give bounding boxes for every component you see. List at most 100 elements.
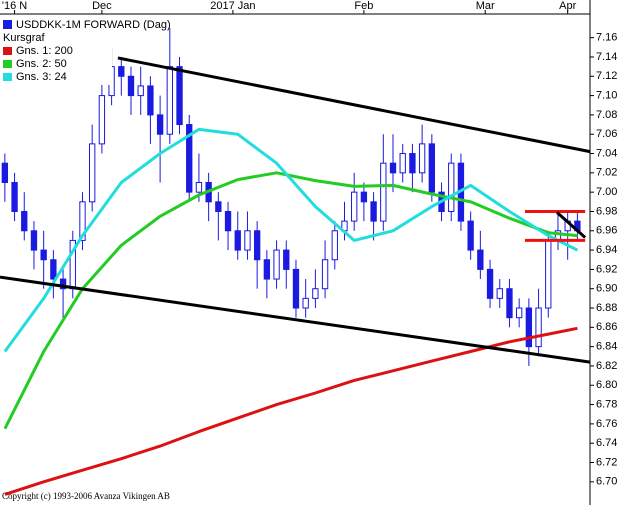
trend-line (117, 56, 591, 154)
legend-swatch (3, 47, 12, 55)
legend-title: Kursgraf (3, 32, 46, 44)
legend-box (0, 17, 112, 85)
x-tick-label: Dec (92, 0, 112, 12)
x-tick-label: Mar (476, 0, 495, 12)
candle-body (215, 201, 222, 212)
y-tick-label: 7.16 (596, 32, 617, 44)
plot-area (0, 28, 591, 496)
candle-body (506, 288, 513, 319)
candle-body (30, 230, 38, 251)
candle-body (89, 143, 96, 203)
candle-body (147, 85, 154, 116)
candle-body (166, 66, 173, 135)
candle-body (273, 249, 280, 280)
candle-body (331, 230, 338, 261)
y-tick-label: 6.72 (596, 456, 617, 468)
candle-body (370, 201, 377, 222)
candle-body (418, 143, 426, 174)
candle-body (302, 297, 309, 309)
candle-body (321, 259, 329, 290)
candle-body (312, 288, 319, 299)
candle-body (525, 307, 533, 348)
y-tick-label: 7.06 (596, 128, 617, 140)
y-tick-label: 6.90 (596, 283, 617, 295)
candle-body (79, 201, 86, 241)
candle-body (351, 191, 358, 222)
candle-body (448, 162, 455, 212)
candle-body (11, 181, 18, 212)
candle-body (253, 230, 261, 261)
y-tick-label: 7.00 (596, 186, 617, 198)
legend-label: Gns. 1: 200 (16, 45, 73, 57)
candle-body (176, 66, 183, 126)
y-tick-label: 6.74 (596, 437, 617, 449)
y-tick-label: 7.12 (596, 70, 617, 82)
y-tick-label: 7.14 (596, 51, 617, 63)
candle-body (59, 278, 67, 290)
y-tick-label: 6.84 (596, 341, 617, 353)
candle-body (389, 162, 397, 174)
y-tick-label: 7.10 (596, 89, 617, 101)
candle-body (545, 239, 552, 309)
y-tick-label: 6.70 (596, 476, 617, 488)
candle-body (283, 249, 290, 270)
legend: USDDKK-1M FORWARD (Dag) Kursgraf Gns. 1:… (0, 17, 171, 85)
y-tick-label: 6.88 (596, 302, 617, 314)
y-tick-label: 7.04 (596, 147, 617, 159)
candle-body (467, 220, 474, 251)
candle-body (224, 210, 232, 232)
candle-body (1, 162, 9, 183)
legend-swatch (3, 20, 12, 29)
y-tick-label: 6.82 (596, 360, 617, 372)
candle-body (186, 124, 193, 193)
candle-body (244, 230, 251, 251)
candle-body (21, 210, 28, 232)
candle-body (292, 268, 300, 309)
candle-body (477, 249, 484, 270)
legend-label: Gns. 3: 24 (16, 71, 67, 83)
y-tick-label: 7.08 (596, 109, 617, 121)
footer: Copyright (c) 1993-2006 Avanza Vikingen … (2, 491, 170, 501)
candle-body (118, 66, 125, 77)
x-tick-label: Apr (559, 0, 576, 12)
x-tick-label: 2017 Jan (210, 0, 255, 12)
candle-body (50, 259, 57, 280)
candle-body (380, 162, 387, 222)
trend-line (556, 211, 587, 239)
candle-body (496, 288, 503, 299)
candle-body (40, 249, 47, 261)
legend-label: Gns. 2: 50 (16, 58, 67, 70)
y-tick-label: 6.92 (596, 263, 617, 275)
candle-body (263, 259, 271, 280)
candle-body (486, 268, 494, 299)
candle-body (137, 85, 144, 97)
legend-swatch (3, 73, 12, 81)
y-tick-label: 6.94 (596, 244, 617, 256)
ma-line (3, 127, 579, 353)
candle-body (515, 307, 523, 319)
x-tick-label: '16 N (2, 0, 27, 12)
candle-body (195, 181, 203, 193)
candle-body (428, 143, 435, 193)
ma-line (3, 171, 578, 430)
y-tick-label: 7.02 (596, 167, 617, 179)
x-tick-label: Feb (354, 0, 373, 12)
y-tick-label: 6.76 (596, 418, 617, 430)
y-tick-label: 6.78 (596, 398, 617, 410)
y-tick-label: 6.98 (596, 205, 617, 217)
y-tick-label: 6.96 (596, 225, 617, 237)
candle-body (360, 191, 368, 203)
y-tick-label: 6.86 (596, 321, 617, 333)
legend-label: USDDKK-1M FORWARD (Dag) (16, 19, 171, 31)
legend-swatch (3, 60, 12, 68)
candle-body (535, 307, 542, 348)
candle-body (156, 114, 164, 135)
candle-body (399, 153, 406, 174)
candle-body (234, 230, 241, 251)
y-tick-label: 6.80 (596, 379, 617, 391)
candle-body (409, 153, 416, 174)
trend-line (0, 275, 591, 364)
candle-body (98, 95, 106, 145)
